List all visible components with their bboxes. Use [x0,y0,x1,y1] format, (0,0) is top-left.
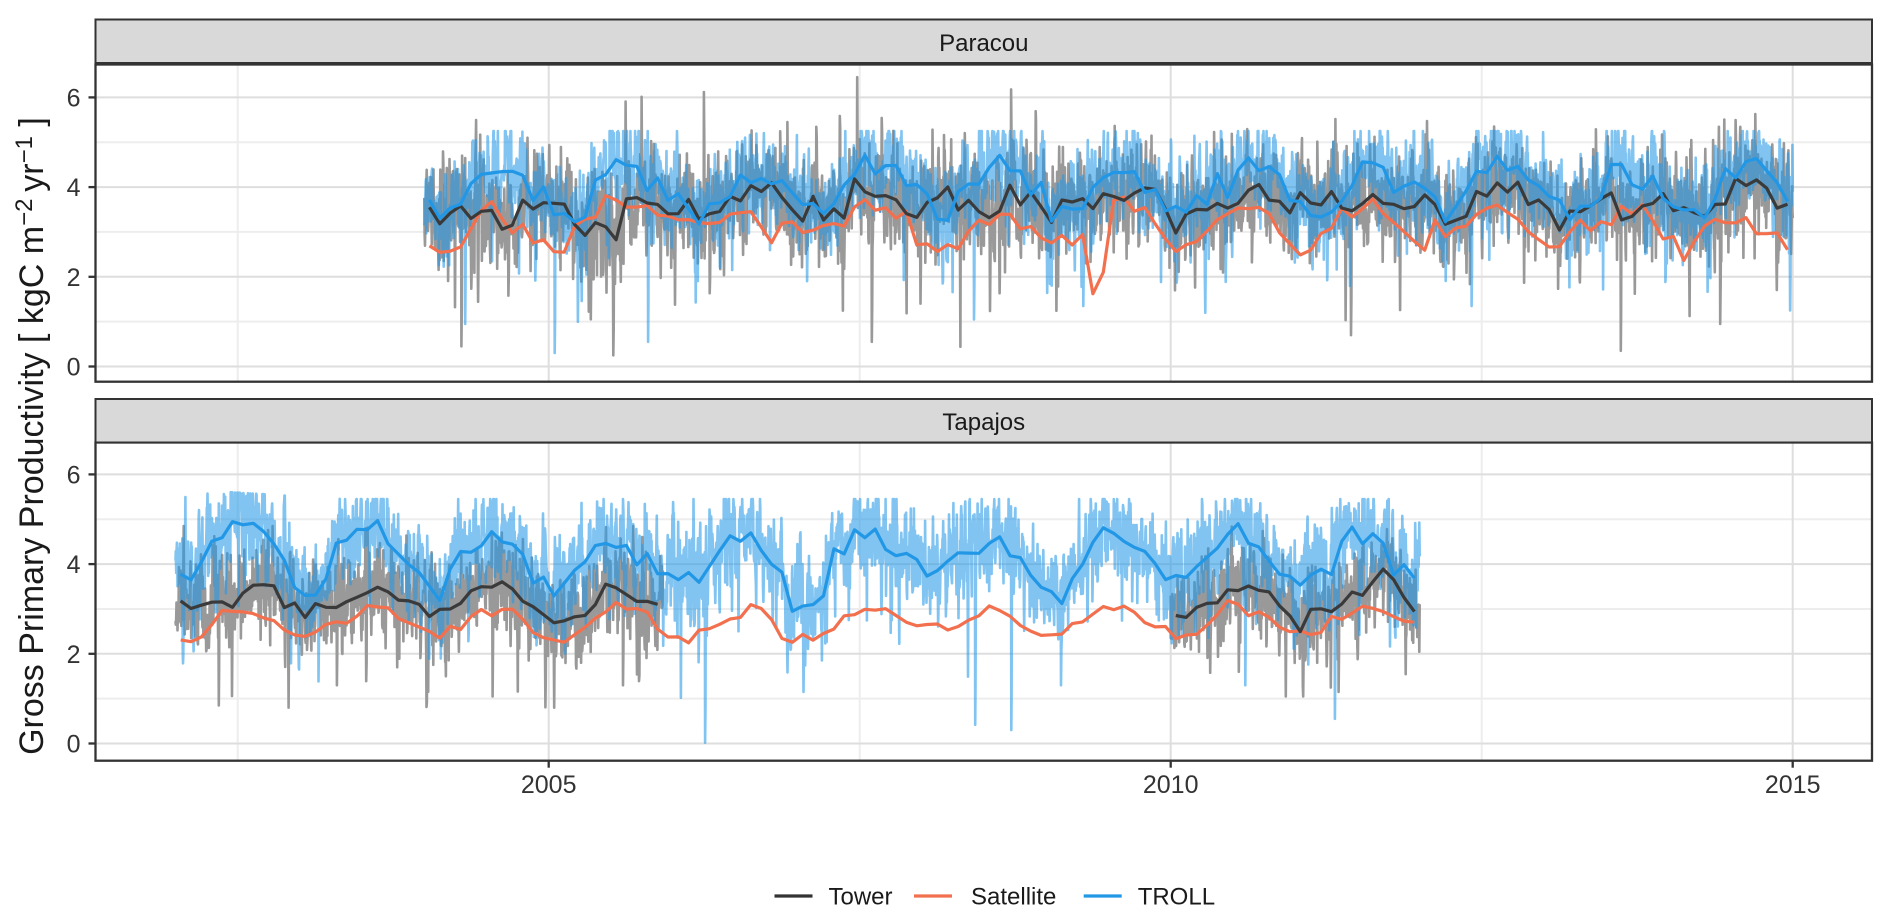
svg-text:2005: 2005 [521,771,577,799]
svg-text:Paracou: Paracou [939,30,1028,57]
svg-text:Tapajos: Tapajos [942,409,1025,436]
svg-text:Satellite: Satellite [971,884,1056,911]
svg-text:2: 2 [67,641,81,669]
svg-text:4: 4 [67,174,81,202]
svg-text:0: 0 [67,354,81,382]
svg-text:6: 6 [67,461,81,489]
svg-text:0: 0 [67,731,81,759]
svg-text:Tower: Tower [829,884,893,911]
svg-text:2015: 2015 [1765,771,1821,799]
svg-text:2: 2 [67,264,81,292]
svg-text:4: 4 [67,551,81,579]
svg-text:2010: 2010 [1143,771,1199,799]
svg-text:6: 6 [67,84,81,112]
svg-text:TROLL: TROLL [1138,884,1215,911]
